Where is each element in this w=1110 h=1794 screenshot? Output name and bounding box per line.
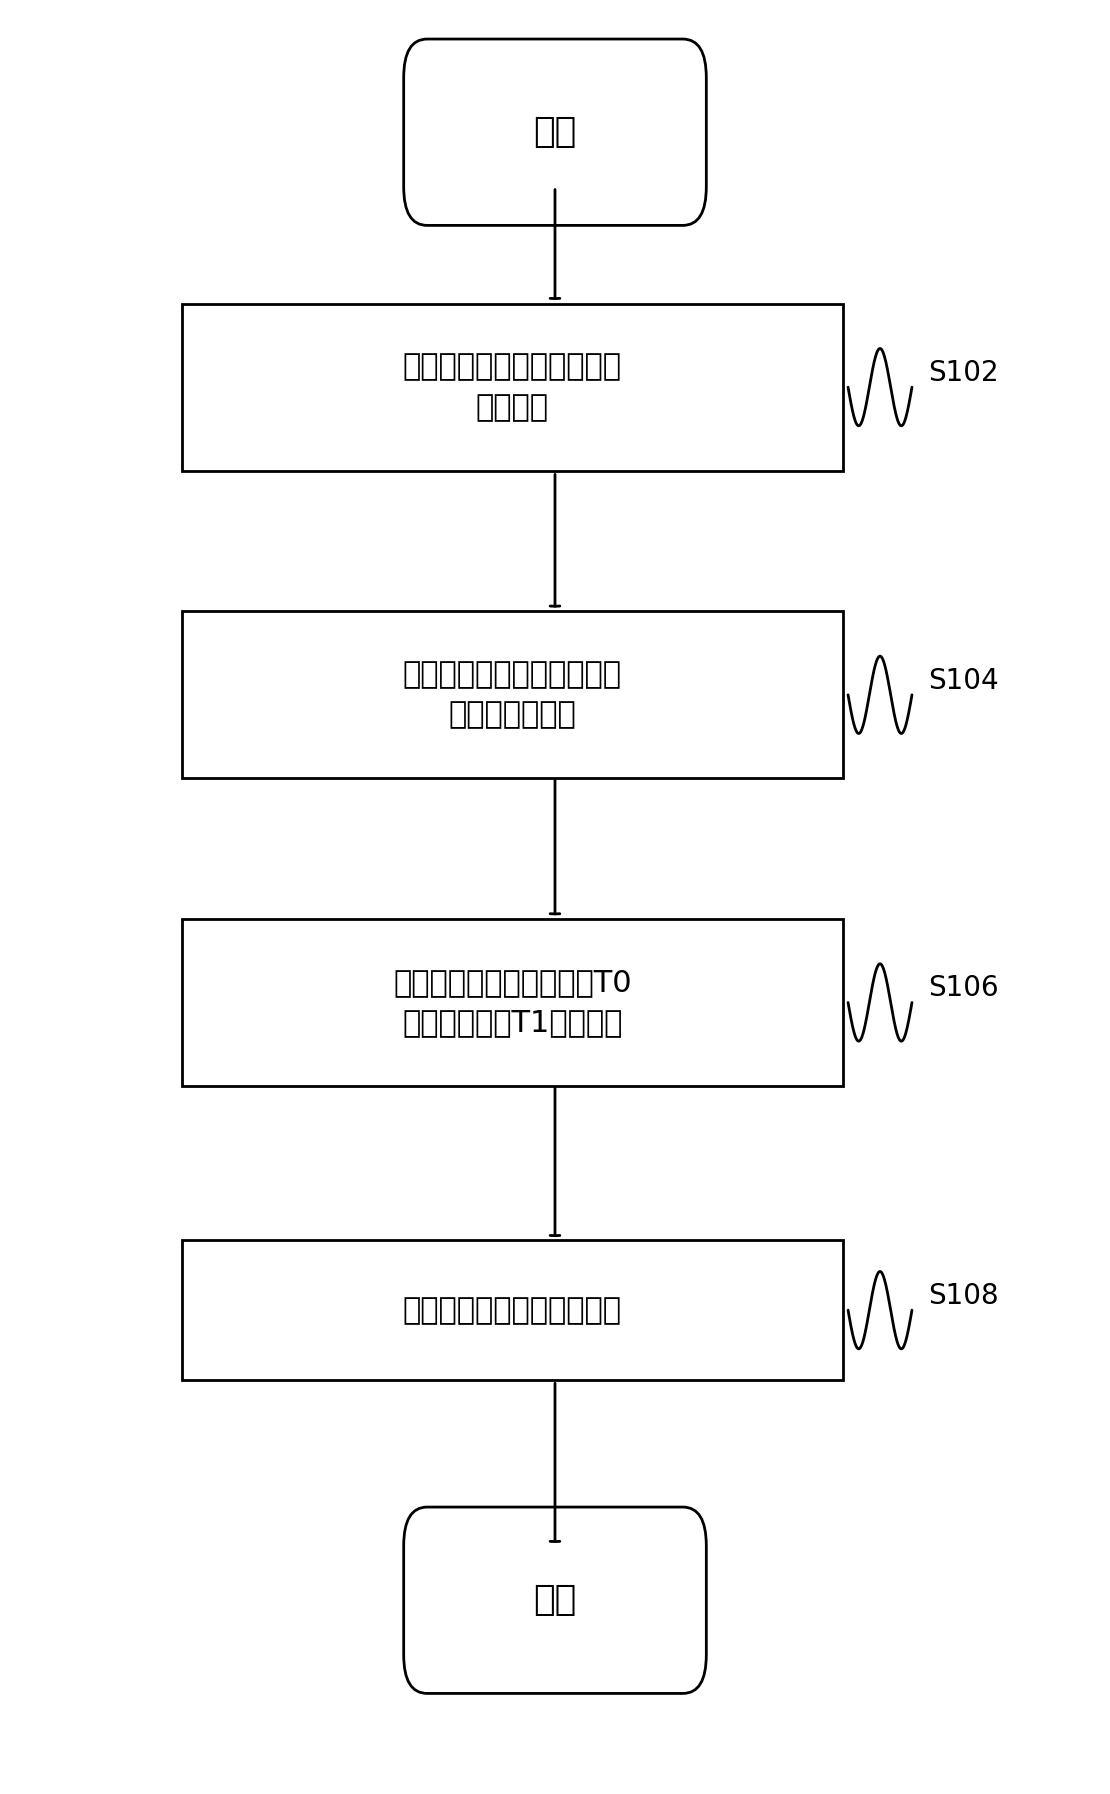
Bar — [182, 919, 842, 1085]
Text: 将功率开关器件的温度值T0
与预设温度值T1进行比较: 将功率开关器件的温度值T0 与预设温度值T1进行比较 — [393, 967, 632, 1037]
Bar — [182, 612, 842, 779]
Text: S108: S108 — [928, 1283, 999, 1310]
FancyBboxPatch shape — [404, 39, 706, 226]
Text: 将变频器的载波频率记录为
初始频率: 将变频器的载波频率记录为 初始频率 — [403, 352, 622, 422]
Text: 结束: 结束 — [534, 1584, 576, 1616]
Bar — [182, 303, 842, 470]
Text: S106: S106 — [928, 974, 999, 1003]
Text: 开始: 开始 — [534, 115, 576, 149]
Text: S102: S102 — [928, 359, 999, 388]
Text: 检测变频制冷装置中功率开
关器件的温度值: 检测变频制冷装置中功率开 关器件的温度值 — [403, 660, 622, 730]
Text: 根据比较结果调节载波频率: 根据比较结果调节载波频率 — [403, 1295, 622, 1324]
FancyBboxPatch shape — [404, 1507, 706, 1694]
Text: S104: S104 — [928, 667, 999, 694]
Bar — [182, 1240, 842, 1381]
